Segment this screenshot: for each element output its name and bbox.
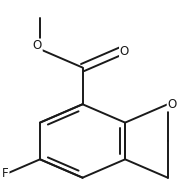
Text: O: O bbox=[167, 98, 177, 111]
Text: O: O bbox=[120, 45, 129, 58]
Text: F: F bbox=[2, 167, 9, 180]
Text: O: O bbox=[33, 39, 42, 52]
